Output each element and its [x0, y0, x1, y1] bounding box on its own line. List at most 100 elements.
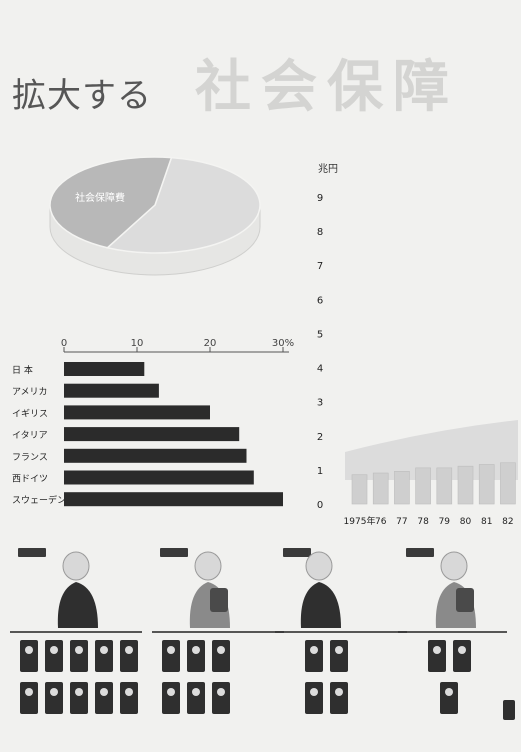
worker-body — [330, 682, 348, 714]
worker-face — [75, 688, 83, 696]
worker-face — [458, 646, 466, 654]
worker-figure — [453, 640, 471, 672]
elderly-head — [194, 551, 222, 581]
worker-body — [428, 640, 446, 672]
worker-figure — [95, 682, 113, 714]
worker-figure — [20, 640, 38, 672]
worker-figure — [440, 682, 458, 714]
pie-slice — [49, 156, 173, 249]
worker-face — [50, 688, 58, 696]
elderly-head — [62, 551, 90, 581]
worker-figure — [45, 682, 63, 714]
hbar-bar — [64, 492, 283, 507]
hbar-bar — [64, 362, 145, 376]
worker-figure — [162, 682, 180, 714]
worker-face — [335, 646, 343, 654]
vbar-tick-label: 0 — [317, 500, 323, 511]
worker-body — [120, 682, 138, 714]
worker-figure — [428, 640, 446, 672]
worker-figure — [162, 640, 180, 672]
worker-body — [20, 682, 38, 714]
vbar-category-label: 77 — [396, 517, 407, 527]
elderly-body — [300, 582, 341, 628]
group-tag — [283, 548, 311, 557]
worker-face — [75, 646, 83, 654]
worker-body — [453, 640, 471, 672]
vbar-tick-label: 1 — [317, 466, 323, 477]
worker-figure — [20, 682, 38, 714]
pie-slice-label: 社会保障費 — [75, 191, 125, 204]
hbar-category-label: スウェーデン — [12, 494, 66, 506]
worker-face — [167, 688, 175, 696]
worker-figure — [187, 640, 205, 672]
hbar-tick-label: 30% — [272, 338, 294, 349]
elderly-head — [305, 551, 333, 581]
vbar-tick-label: 7 — [317, 261, 323, 272]
hbar-category-label: イギリス — [12, 408, 48, 419]
group-tag — [18, 548, 46, 557]
worker-face — [125, 646, 133, 654]
hbar-bar — [64, 405, 210, 420]
worker-body — [212, 682, 230, 714]
worker-face — [25, 688, 33, 696]
vbar-category-label: 76 — [375, 517, 387, 527]
pie-slice — [105, 156, 261, 254]
worker-face — [100, 646, 108, 654]
vbar-category-label: 81 — [481, 517, 492, 527]
worker-body — [440, 682, 458, 714]
hbar-bar — [64, 427, 240, 442]
worker-body — [305, 682, 323, 714]
elderly-head — [440, 551, 468, 581]
worker-figure — [305, 640, 323, 672]
hbar-category-label: イタリア — [12, 430, 48, 441]
vbar-tick-label: 2 — [317, 432, 323, 443]
worker-figure — [212, 640, 230, 672]
vbar-unit-label: 兆円 — [318, 163, 338, 175]
vbar-category-label: 79 — [439, 517, 451, 527]
worker-face — [125, 688, 133, 696]
worker-figure — [120, 640, 138, 672]
group-tag — [160, 548, 188, 557]
worker-body — [95, 640, 113, 672]
worker-figure — [212, 682, 230, 714]
worker-figure — [45, 640, 63, 672]
worker-face — [217, 646, 225, 654]
worker-face — [217, 688, 225, 696]
vbar-bar — [394, 470, 410, 505]
worker-body — [95, 682, 113, 714]
worker-face — [192, 688, 200, 696]
hbar-category-label: フランス — [12, 452, 48, 463]
hbar-category-label: 西ドイツ — [12, 474, 48, 485]
worker-body — [20, 640, 38, 672]
worker-body — [120, 640, 138, 672]
worker-body — [70, 640, 88, 672]
worker-face — [310, 688, 318, 696]
hbar-tick-label: 10 — [131, 338, 144, 349]
worker-body — [330, 640, 348, 672]
vbar-bar — [478, 464, 495, 505]
hbar-bar — [64, 448, 247, 463]
worker-body — [187, 682, 205, 714]
vbar-bar — [457, 465, 474, 505]
elderly-body — [57, 582, 98, 628]
worker-body — [162, 640, 180, 672]
title-big: 社会保障 — [195, 54, 459, 120]
vbar-category-label: 82 — [502, 517, 513, 527]
hbar-tick-label: 0 — [61, 338, 67, 349]
worker-body — [70, 682, 88, 714]
vbar-tick-label: 4 — [317, 364, 323, 375]
worker-figure — [187, 682, 205, 714]
worker-figure-small — [503, 700, 515, 720]
worker-figure — [330, 682, 348, 714]
hbar-bar — [64, 383, 159, 398]
vbar-tick-label: 9 — [317, 193, 323, 204]
vbar-category-label: 78 — [417, 517, 429, 527]
group-tag — [406, 548, 434, 557]
worker-face — [192, 646, 200, 654]
worker-figure — [95, 640, 113, 672]
area-band — [345, 420, 518, 480]
worker-figure — [70, 682, 88, 714]
hbar-category-label: アメリカ — [12, 387, 48, 398]
vbar-category-label: 1975年 — [344, 515, 376, 527]
